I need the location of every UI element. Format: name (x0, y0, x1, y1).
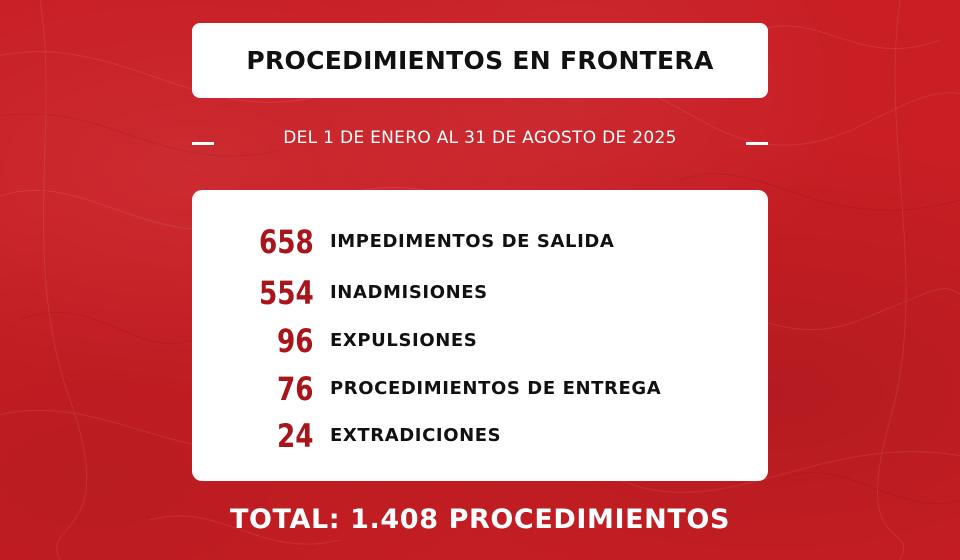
stat-label: INADMISIONES (330, 282, 488, 303)
stat-row: 96 EXPULSIONES (192, 321, 768, 361)
stat-value: 658 (259, 223, 314, 261)
stat-label: IMPEDIMENTOS DE SALIDA (330, 231, 615, 252)
stat-value: 554 (259, 274, 314, 312)
stat-row: 24 EXTRADICIONES (192, 416, 768, 456)
stat-row: 554 INADMISIONES (192, 273, 768, 313)
stat-label: EXPULSIONES (330, 330, 478, 351)
stat-row: 76 PROCEDIMIENTOS DE ENTREGA (192, 369, 768, 409)
stat-label: EXTRADICIONES (330, 425, 502, 446)
total-summary: TOTAL: 1.408 PROCEDIMIENTOS (229, 504, 730, 535)
left-dash-divider (192, 142, 214, 145)
date-range: DEL 1 DE ENERO AL 31 DE AGOSTO DE 2025 (283, 128, 677, 148)
stat-row: 658 IMPEDIMENTOS DE SALIDA (192, 222, 768, 262)
date-range-row: DEL 1 DE ENERO AL 31 DE AGOSTO DE 2025 (192, 126, 768, 154)
stat-value: 76 (277, 370, 314, 408)
stat-label: PROCEDIMIENTOS DE ENTREGA (330, 378, 662, 399)
right-dash-divider (746, 142, 768, 145)
title-panel: PROCEDIMIENTOS EN FRONTERA (192, 23, 768, 98)
stat-value: 96 (277, 322, 314, 360)
page-title: PROCEDIMIENTOS EN FRONTERA (246, 46, 714, 75)
stat-value: 24 (277, 417, 314, 455)
stats-panel: 658 IMPEDIMENTOS DE SALIDA 554 INADMISIO… (192, 190, 768, 481)
